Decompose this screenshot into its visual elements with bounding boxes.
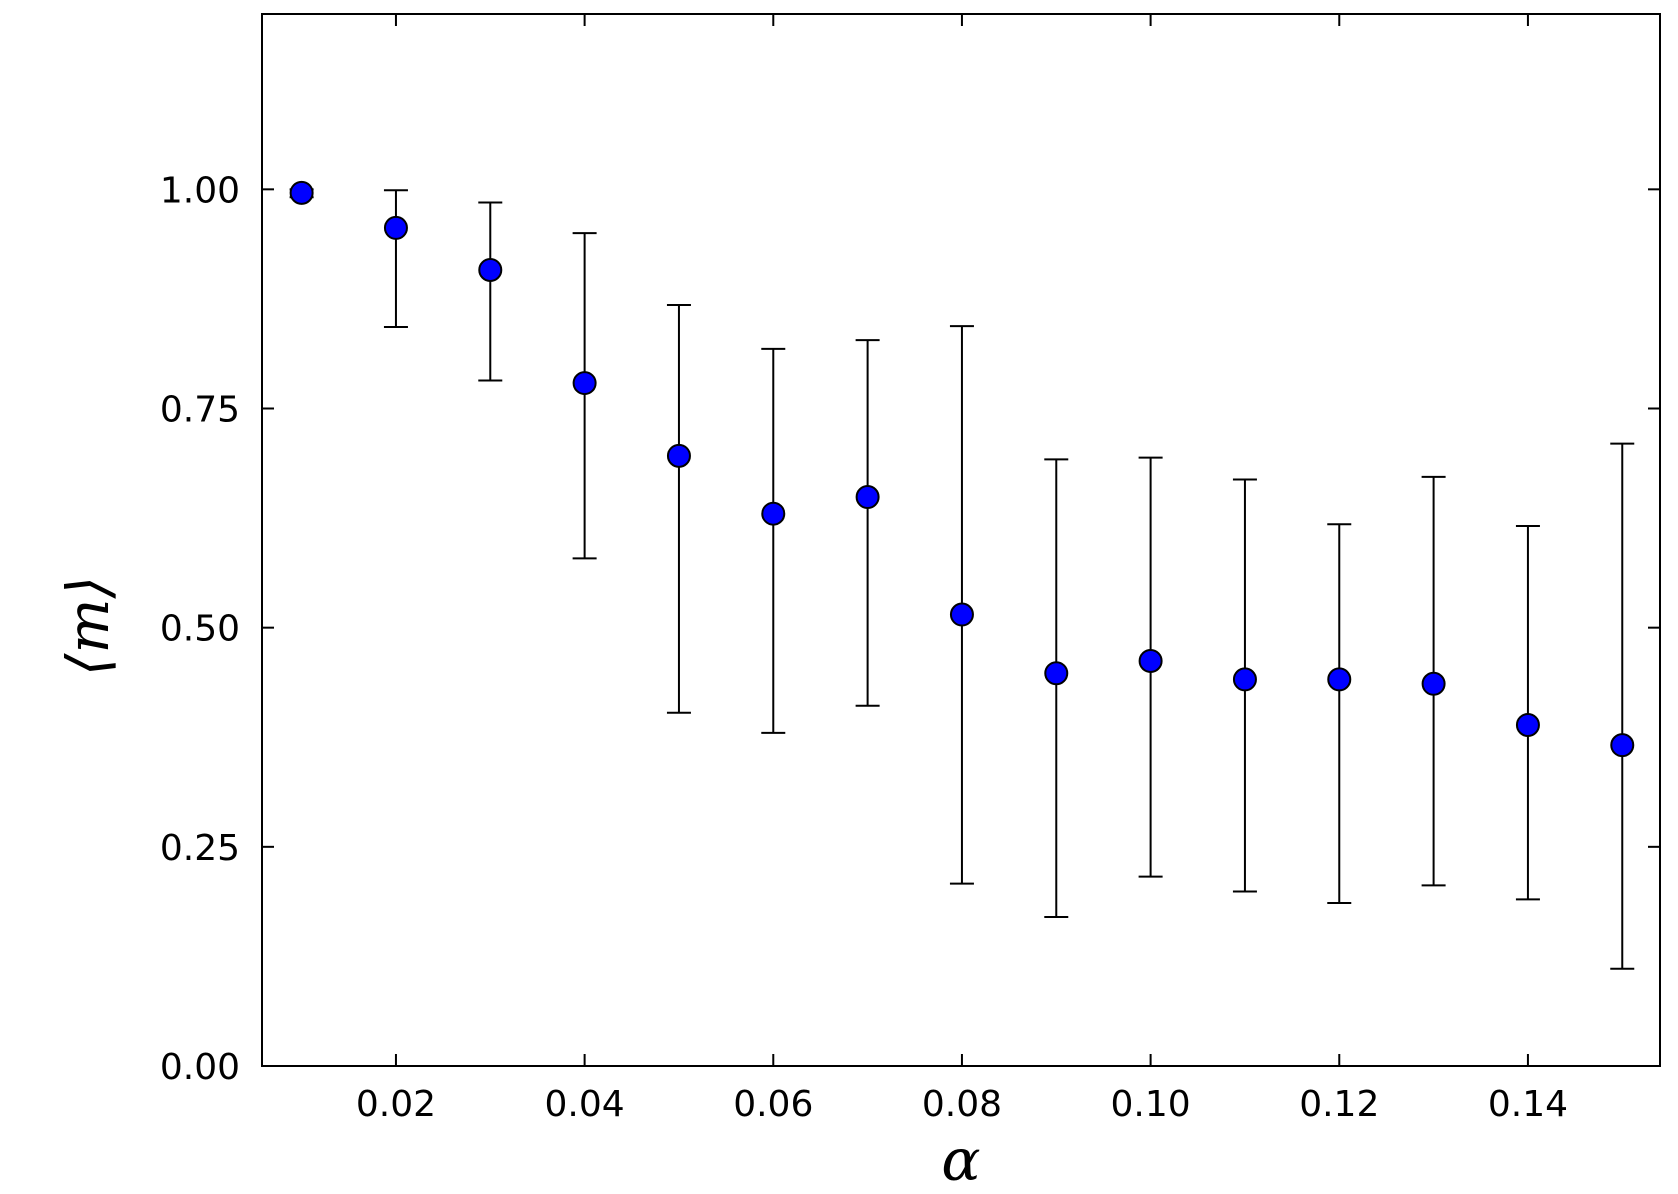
data-point	[1232, 667, 1257, 692]
data-point	[855, 485, 880, 510]
data-point	[1327, 667, 1352, 692]
x-tick-label: 0.06	[733, 1084, 813, 1125]
y-axis-ticks: 0.00 0.25 0.50 0.75 1.00	[160, 170, 1660, 1088]
x-tick-label: 0.02	[356, 1084, 436, 1125]
data-point	[1515, 712, 1540, 737]
x-tick-label: 0.12	[1299, 1084, 1379, 1125]
data-points	[289, 180, 1635, 758]
x-tick-label: 0.08	[922, 1084, 1002, 1125]
data-point	[1421, 671, 1446, 696]
x-tick-label: 0.04	[545, 1084, 625, 1125]
x-tick-label: 0.10	[1111, 1084, 1191, 1125]
data-point	[1044, 661, 1069, 686]
data-point	[289, 180, 314, 205]
data-point	[572, 371, 597, 396]
data-point	[949, 602, 974, 627]
y-tick-label: 0.25	[160, 828, 240, 869]
data-point	[666, 443, 691, 468]
x-axis-ticks: 0.02 0.04 0.06 0.08 0.10 0.12 0.14	[356, 14, 1568, 1125]
data-point	[761, 501, 786, 526]
x-tick-label: 0.14	[1488, 1084, 1568, 1125]
y-tick-label: 0.50	[160, 609, 240, 650]
y-axis-label: ⟨m⟩	[54, 576, 122, 676]
x-axis-label: α	[941, 1126, 980, 1194]
data-point	[1138, 648, 1163, 673]
data-point	[383, 215, 408, 240]
y-tick-label: 0.75	[160, 390, 240, 431]
y-tick-label: 0.00	[160, 1047, 240, 1088]
data-point	[478, 257, 503, 282]
y-tick-label: 1.00	[160, 170, 240, 211]
data-point	[1610, 733, 1635, 758]
